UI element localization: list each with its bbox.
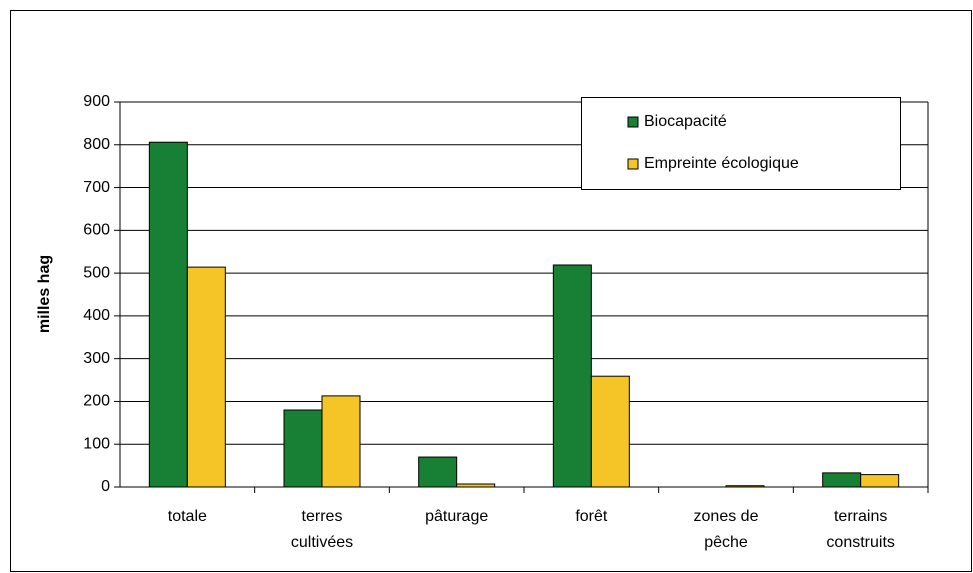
legend-swatch <box>627 116 639 128</box>
x-tick-label: totale <box>168 508 207 525</box>
y-tick-label: 0 <box>101 478 110 495</box>
x-tick-label: zones de pêche <box>694 508 759 551</box>
y-tick-label: 600 <box>83 222 110 239</box>
y-tick-label: 100 <box>83 435 110 452</box>
y-tick-label: 200 <box>83 393 110 410</box>
x-tick-label: forêt <box>575 508 608 525</box>
x-tick-label: pâturage <box>425 508 488 525</box>
y-tick-label: 300 <box>83 350 110 367</box>
bar <box>725 485 765 488</box>
y-axis-label: milles hag <box>36 255 53 333</box>
x-tick-label: terrains construits <box>826 508 894 551</box>
bar <box>552 264 592 488</box>
x-tick-label: terres cultivées <box>291 508 353 551</box>
bar <box>186 266 226 488</box>
y-tick-label: 800 <box>83 136 110 153</box>
bar <box>321 395 361 488</box>
legend-label: Empreinte écologique <box>644 155 799 172</box>
bar <box>456 483 496 488</box>
bar <box>590 375 630 488</box>
bar <box>148 141 188 488</box>
legend-box <box>581 97 901 190</box>
y-tick-label: 700 <box>83 179 110 196</box>
bar <box>418 456 458 488</box>
y-tick-label: 900 <box>83 93 110 110</box>
y-tick-label: 400 <box>83 307 110 324</box>
y-tick-label: 500 <box>83 264 110 281</box>
bar <box>860 474 900 488</box>
legend-swatch <box>627 158 639 170</box>
legend-label: Biocapacité <box>644 113 727 130</box>
bar <box>822 472 862 488</box>
bar <box>283 409 323 488</box>
